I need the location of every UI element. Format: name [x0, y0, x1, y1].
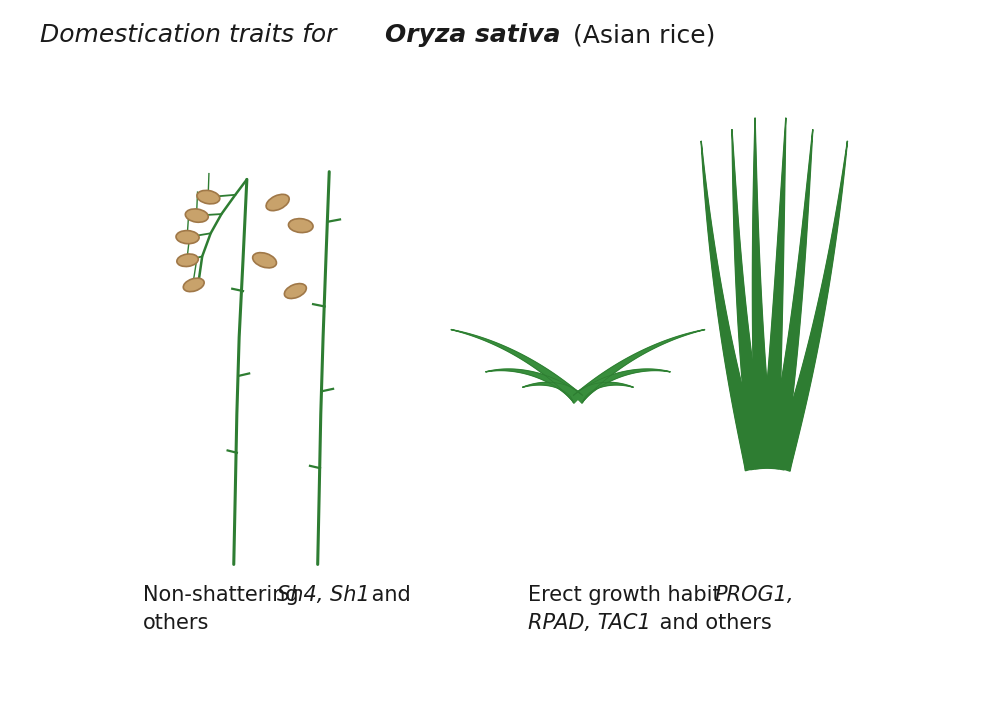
- Polygon shape: [451, 330, 582, 403]
- Ellipse shape: [288, 219, 313, 233]
- Ellipse shape: [185, 209, 208, 223]
- Polygon shape: [523, 382, 583, 402]
- Polygon shape: [573, 382, 633, 402]
- Ellipse shape: [176, 231, 199, 244]
- Text: Domestication traits for: Domestication traits for: [40, 23, 344, 47]
- Text: and: and: [365, 585, 410, 605]
- Polygon shape: [486, 369, 582, 403]
- Ellipse shape: [266, 194, 289, 211]
- Text: Sh4, Sh1: Sh4, Sh1: [277, 585, 370, 605]
- Text: (Asian rice): (Asian rice): [565, 23, 715, 47]
- Text: and others: and others: [653, 613, 772, 633]
- Polygon shape: [574, 330, 705, 403]
- Text: others: others: [143, 613, 209, 633]
- Text: PROG1,: PROG1,: [714, 585, 794, 605]
- Ellipse shape: [183, 278, 204, 291]
- Ellipse shape: [197, 191, 220, 204]
- Polygon shape: [764, 129, 813, 470]
- Ellipse shape: [284, 283, 306, 299]
- Text: Oryza sativa: Oryza sativa: [385, 23, 560, 47]
- Polygon shape: [752, 117, 775, 469]
- Ellipse shape: [253, 252, 276, 268]
- Polygon shape: [732, 129, 770, 470]
- Polygon shape: [701, 141, 765, 471]
- Polygon shape: [771, 141, 847, 471]
- Polygon shape: [759, 117, 786, 469]
- Text: RPAD, TAC1: RPAD, TAC1: [528, 613, 651, 633]
- Ellipse shape: [177, 254, 198, 267]
- Text: Non-shattering: Non-shattering: [143, 585, 305, 605]
- Text: Erect growth habit: Erect growth habit: [528, 585, 734, 605]
- Polygon shape: [574, 369, 670, 403]
